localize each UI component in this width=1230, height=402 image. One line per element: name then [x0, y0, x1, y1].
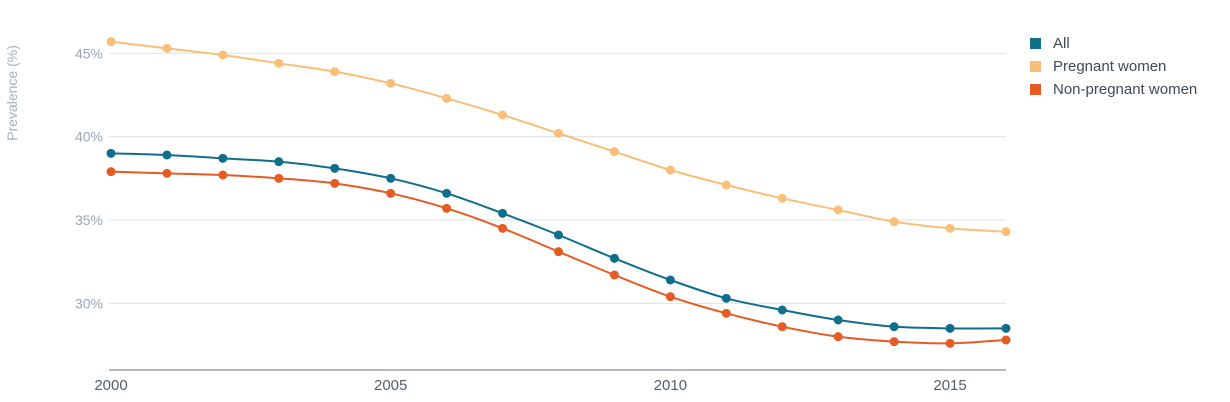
data-point[interactable]	[721, 180, 731, 190]
data-point[interactable]	[386, 78, 396, 88]
x-tick-labels: 2000 2005 2010 2015	[94, 377, 966, 394]
data-point[interactable]	[889, 322, 899, 332]
data-point[interactable]	[106, 167, 116, 177]
data-point[interactable]	[945, 338, 955, 348]
data-point[interactable]	[777, 193, 787, 203]
data-point[interactable]	[721, 293, 731, 303]
legend-swatch	[1030, 38, 1041, 49]
data-point[interactable]	[833, 315, 843, 325]
y-tick-label: 35%	[75, 212, 103, 228]
data-point[interactable]	[330, 178, 340, 188]
data-point[interactable]	[106, 148, 116, 158]
legend-item[interactable]: All	[1030, 32, 1197, 55]
data-point[interactable]	[274, 157, 284, 167]
data-point[interactable]	[1001, 335, 1011, 345]
data-point[interactable]	[162, 168, 172, 178]
data-point[interactable]	[554, 230, 563, 240]
data-point[interactable]	[330, 67, 340, 77]
legend: All Pregnant women Non-pregnant women	[1030, 32, 1197, 101]
y-tick-label: 45%	[75, 45, 103, 61]
x-tick-label: 2015	[933, 377, 966, 394]
y-tick-labels: 30% 35% 40% 45%	[75, 45, 103, 311]
data-point[interactable]	[442, 188, 452, 198]
data-point[interactable]	[777, 305, 787, 315]
data-point[interactable]	[945, 223, 955, 233]
legend-label: Pregnant women	[1053, 58, 1167, 75]
x-tick-label: 2005	[374, 377, 407, 394]
data-point[interactable]	[889, 337, 899, 347]
data-point[interactable]	[609, 253, 619, 263]
data-point[interactable]	[386, 188, 396, 198]
data-point[interactable]	[498, 110, 508, 120]
data-point[interactable]	[442, 93, 452, 103]
data-point[interactable]	[833, 332, 843, 342]
data-point[interactable]	[665, 165, 675, 175]
series-lines	[106, 37, 1011, 348]
data-point[interactable]	[274, 58, 284, 68]
x-tick-label: 2010	[654, 377, 687, 394]
data-point[interactable]	[1001, 323, 1011, 333]
data-point[interactable]	[218, 50, 228, 60]
series-line-all	[110, 152, 1007, 330]
series-all	[106, 148, 1011, 333]
legend-swatch	[1030, 84, 1041, 95]
data-point[interactable]	[777, 322, 787, 332]
data-point[interactable]	[274, 173, 284, 183]
data-point[interactable]	[218, 170, 228, 180]
data-point[interactable]	[665, 275, 675, 285]
data-point[interactable]	[945, 323, 955, 333]
data-point[interactable]	[498, 223, 508, 233]
y-axis-label: Prevalence (%)	[4, 45, 20, 141]
data-point[interactable]	[162, 43, 172, 53]
data-point[interactable]	[498, 208, 508, 218]
legend-item[interactable]: Pregnant women	[1030, 55, 1197, 78]
data-point[interactable]	[442, 203, 452, 213]
gridlines	[109, 52, 1006, 304]
series-pregnant-women	[106, 37, 1011, 237]
data-point[interactable]	[218, 153, 228, 163]
data-point[interactable]	[665, 292, 675, 302]
data-point[interactable]	[609, 270, 619, 280]
legend-label: Non-pregnant women	[1053, 81, 1198, 98]
data-point[interactable]	[330, 163, 340, 173]
data-point[interactable]	[889, 217, 899, 227]
data-point[interactable]	[609, 147, 619, 157]
legend-swatch	[1030, 61, 1041, 72]
x-tick-label: 2000	[94, 377, 127, 394]
series-line-non-pregnant-women	[110, 170, 1007, 345]
legend-label: All	[1053, 35, 1070, 52]
data-point[interactable]	[833, 205, 843, 215]
legend-item[interactable]: Non-pregnant women	[1030, 78, 1197, 101]
series-non-pregnant-women	[106, 167, 1011, 348]
data-point[interactable]	[554, 247, 563, 257]
y-tick-label: 30%	[75, 295, 103, 311]
data-point[interactable]	[554, 128, 563, 138]
data-point[interactable]	[721, 308, 731, 318]
data-point[interactable]	[162, 150, 172, 160]
data-point[interactable]	[386, 173, 396, 183]
data-point[interactable]	[1001, 227, 1011, 237]
y-tick-label: 40%	[75, 129, 103, 145]
data-point[interactable]	[106, 37, 116, 47]
